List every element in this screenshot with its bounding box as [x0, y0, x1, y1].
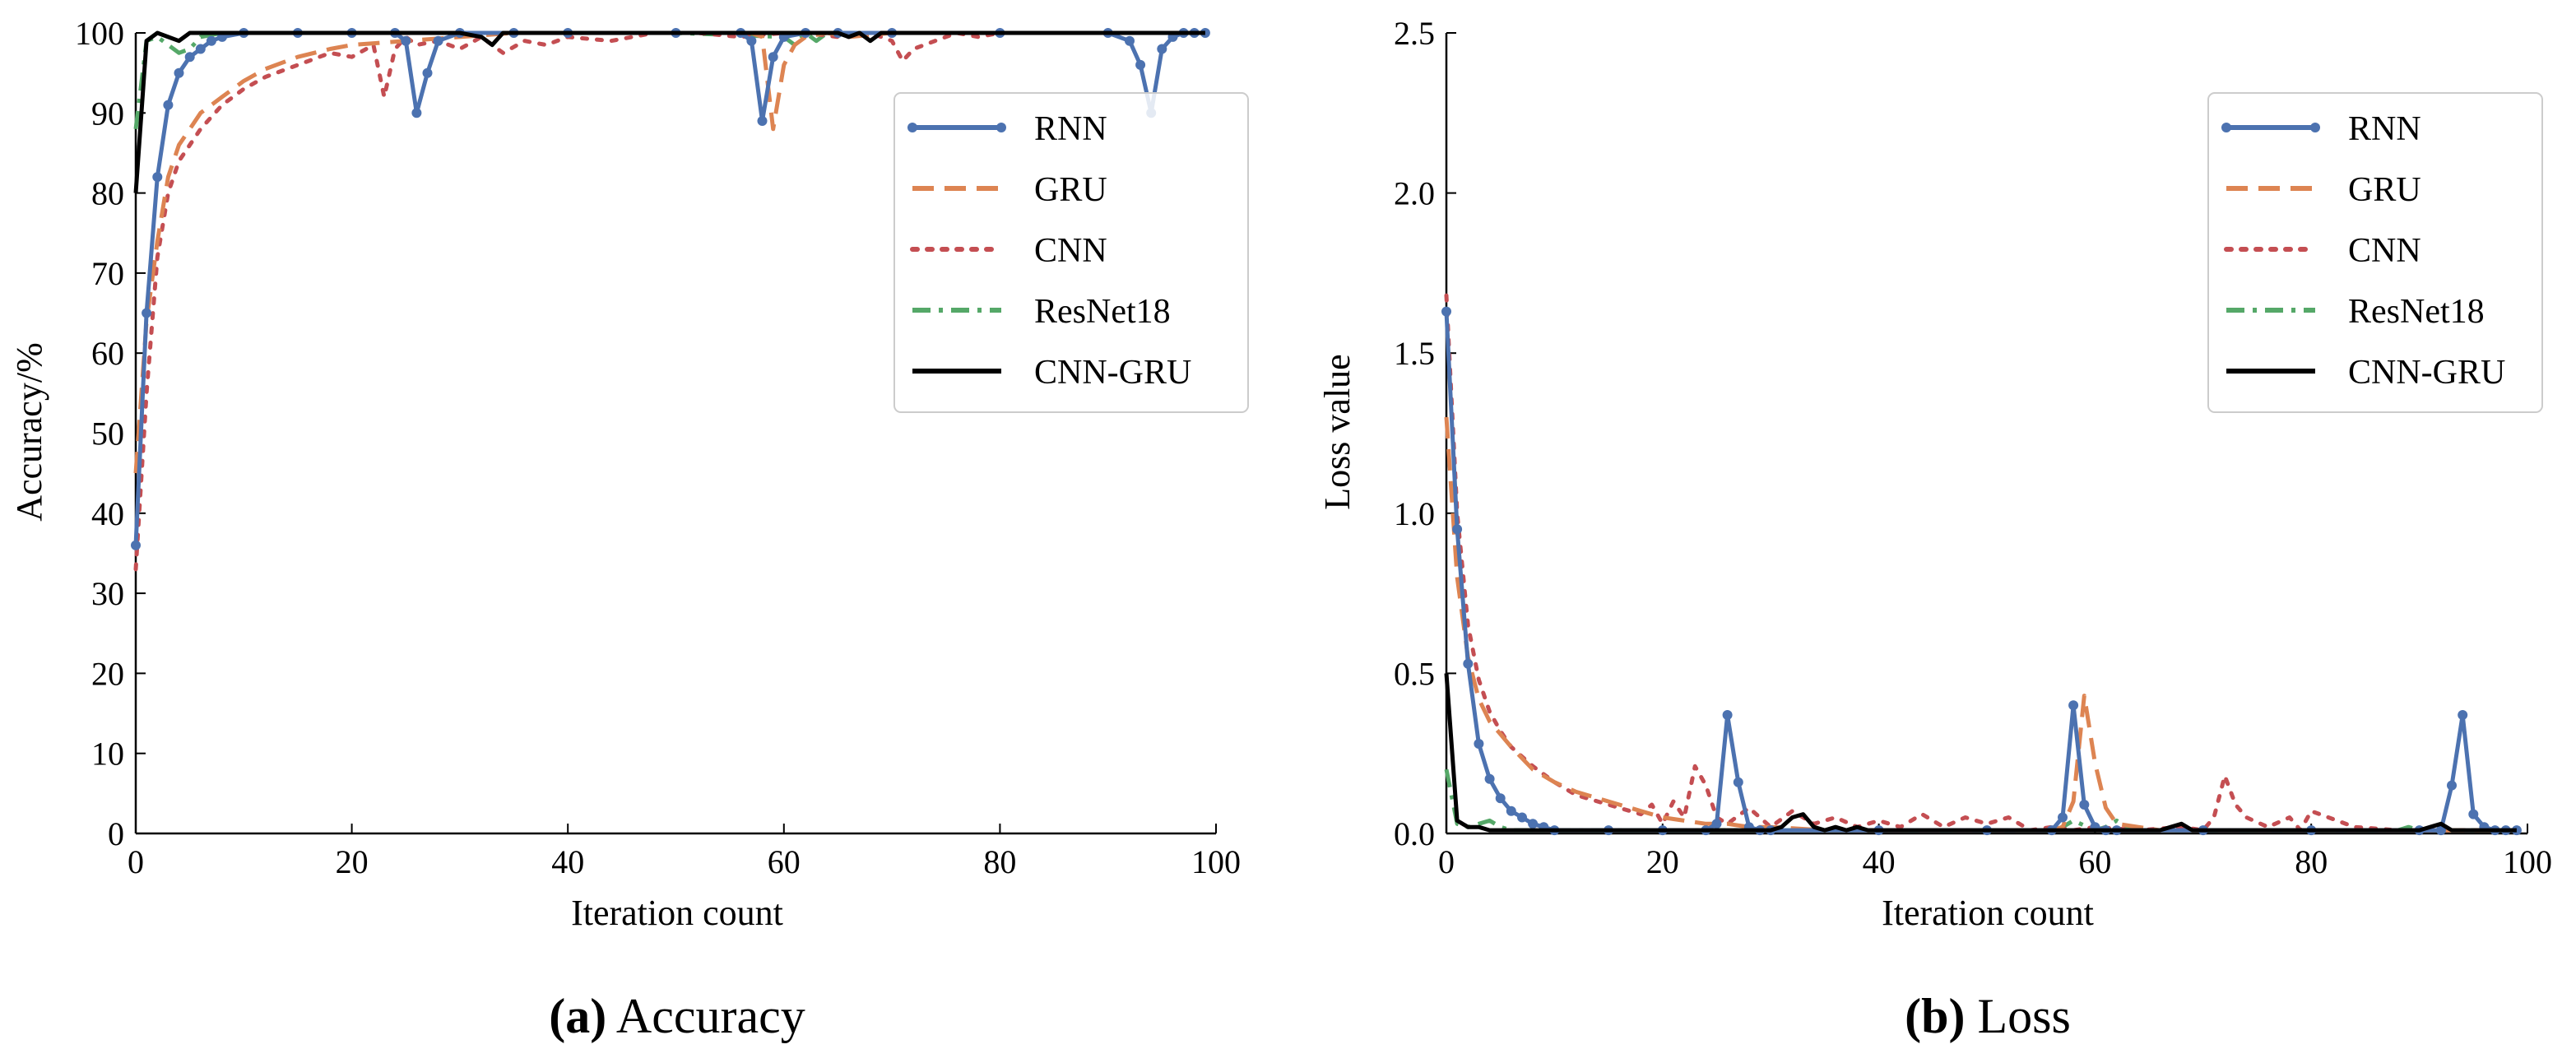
- accuracy-y-tick-label: 20: [91, 655, 124, 692]
- loss-y-tick-label: 0.5: [1394, 655, 1435, 692]
- loss-legend-marker: [2221, 123, 2231, 132]
- loss-y-axis-label: Loss value: [1317, 354, 1358, 509]
- accuracy-series-rnn-point: [184, 52, 195, 63]
- accuracy-series-rnn-point: [142, 308, 152, 318]
- accuracy-y-tick-label: 50: [91, 415, 124, 453]
- accuracy-legend-label-resnet18: ResNet18: [1034, 293, 1171, 331]
- loss-series-rnn-point: [2058, 812, 2068, 823]
- accuracy-series-cnn-line: [133, 30, 1208, 572]
- accuracy-series-rnn-point: [746, 35, 757, 46]
- loss-y-tick-label: 2.0: [1394, 175, 1435, 212]
- loss-series-rnn-point: [1528, 819, 1539, 829]
- accuracy-series-rnn-point: [131, 540, 141, 550]
- loss-x-tick-label: 20: [1646, 843, 1679, 880]
- loss-series-gru-line: [1444, 416, 2517, 833]
- accuracy-x-tick-label: 80: [983, 843, 1016, 880]
- loss-series-rnn-point: [2468, 809, 2479, 819]
- accuracy-series-rnn-point: [433, 35, 443, 46]
- loss-series-cnn-gru-line: [1444, 673, 2517, 833]
- loss-series-rnn-point: [1733, 777, 1743, 787]
- accuracy-series-rnn-point: [768, 52, 778, 63]
- loss-legend-label-cnn-gru: CNN-GRU: [2348, 354, 2505, 392]
- accuracy-y-tick-label: 30: [91, 575, 124, 612]
- loss-series-rnn-point: [2458, 710, 2468, 720]
- accuracy-series-cnn-gru-line: [133, 30, 1205, 193]
- loss-series-rnn-point: [1506, 805, 1516, 816]
- loss-legend-label-cnn: CNN: [2348, 232, 2421, 270]
- loss-legend-label-resnet18: ResNet18: [2348, 293, 2485, 331]
- loss-series-rnn-point: [2447, 780, 2457, 791]
- accuracy-y-tick-label: 90: [91, 95, 124, 132]
- accuracy-series-rnn-point: [206, 35, 216, 46]
- accuracy-y-tick-label: 100: [75, 15, 124, 52]
- accuracy-y-tick-label: 70: [91, 255, 124, 292]
- loss-series-rnn-point: [1722, 710, 1733, 720]
- accuracy-x-tick-label: 20: [336, 843, 369, 880]
- loss-y-tick-label: 2.5: [1394, 15, 1435, 52]
- loss-caption: (b) Loss: [1905, 989, 2071, 1043]
- loss-legend: RNN GRU CNN ResNet18 CNN-GRU: [2207, 92, 2543, 413]
- accuracy-series-rnn-point: [1157, 44, 1167, 54]
- loss-x-tick-label: 0: [1438, 843, 1455, 880]
- loss-legend-label-gru: GRU: [2348, 171, 2421, 209]
- accuracy-series-rnn-point: [422, 67, 433, 78]
- loss-x-tick-label: 100: [2503, 843, 2552, 880]
- accuracy-legend-label-rnn: RNN: [1034, 110, 1107, 148]
- loss-series-rnn-point: [2068, 700, 2079, 711]
- loss-series-rnn-point: [1452, 524, 1463, 535]
- loss-y-tick-label: 0.0: [1394, 815, 1435, 852]
- loss-x-tick-label: 60: [2078, 843, 2111, 880]
- loss-panel: Loss value Iteration count (b) Loss 0 20 4…: [1317, 15, 2552, 1043]
- accuracy-series-rnn-point: [411, 108, 422, 118]
- accuracy-y-tick-label: 10: [91, 736, 124, 773]
- accuracy-legend-label-cnn: CNN: [1034, 232, 1107, 270]
- accuracy-y-tick-label: 40: [91, 495, 124, 532]
- loss-legend-label-rnn: RNN: [2348, 110, 2421, 148]
- accuracy-x-tick-label: 60: [768, 843, 801, 880]
- accuracy-y-axis-label: Accuracy/%: [9, 342, 49, 521]
- loss-series-rnn-point: [1484, 773, 1495, 784]
- loss-x-tick-label: 80: [2295, 843, 2328, 880]
- accuracy-y-tick-label: 0: [108, 815, 124, 852]
- accuracy-series-rnn-point: [1135, 59, 1146, 70]
- loss-series-rnn-point: [1517, 812, 1527, 823]
- loss-series-rnn-point: [2435, 825, 2446, 836]
- accuracy-x-tick-label: 100: [1191, 843, 1241, 880]
- loss-series-rnn-point: [1495, 793, 1506, 804]
- accuracy-legend: RNN GRU CNN ResNet18 CNN-GRU: [893, 92, 1249, 413]
- loss-series-rnn-point: [1474, 739, 1484, 749]
- accuracy-series-rnn-point: [1125, 35, 1135, 46]
- loss-y-tick-label: 1.0: [1394, 495, 1435, 532]
- accuracy-y-tick-label: 80: [91, 175, 124, 212]
- accuracy-legend-label-cnn-gru: CNN-GRU: [1034, 354, 1191, 392]
- accuracy-caption: (a) Accuracy: [549, 989, 805, 1043]
- loss-legend-marker: [2310, 123, 2320, 132]
- accuracy-series-rnn-point: [174, 67, 184, 78]
- loss-series-rnn-point: [1441, 306, 1451, 317]
- loss-series-rnn-point: [1463, 658, 1474, 669]
- loss-series-rnn-point: [1711, 819, 1722, 829]
- loss-x-tick-label: 40: [1863, 843, 1896, 880]
- accuracy-series-rnn-point: [163, 100, 174, 110]
- loss-legend-frame: [2207, 92, 2543, 413]
- accuracy-x-axis-label: Iteration count: [571, 893, 783, 933]
- loss-series-cnn-line: [1444, 293, 2519, 833]
- accuracy-series-rnn-point: [152, 172, 163, 183]
- accuracy-legend-frame: [893, 92, 1249, 413]
- loss-series-rnn-point: [2079, 800, 2090, 810]
- accuracy-y-tick-label: 60: [91, 335, 124, 372]
- accuracy-legend-marker: [907, 123, 917, 132]
- accuracy-series-rnn-point: [757, 116, 768, 126]
- accuracy-panel: Accuracy/% Iteration count (a) Accuracy …: [9, 15, 1249, 1043]
- loss-x-axis-label: Iteration count: [1882, 893, 2094, 933]
- accuracy-series-rnn-point: [195, 44, 206, 54]
- loss-y-tick-label: 1.5: [1394, 335, 1435, 372]
- accuracy-series-rnn-point: [401, 35, 411, 46]
- accuracy-x-tick-label: 0: [128, 843, 144, 880]
- accuracy-legend-marker: [996, 123, 1006, 132]
- accuracy-x-tick-label: 40: [551, 843, 584, 880]
- accuracy-legend-label-gru: GRU: [1034, 171, 1107, 209]
